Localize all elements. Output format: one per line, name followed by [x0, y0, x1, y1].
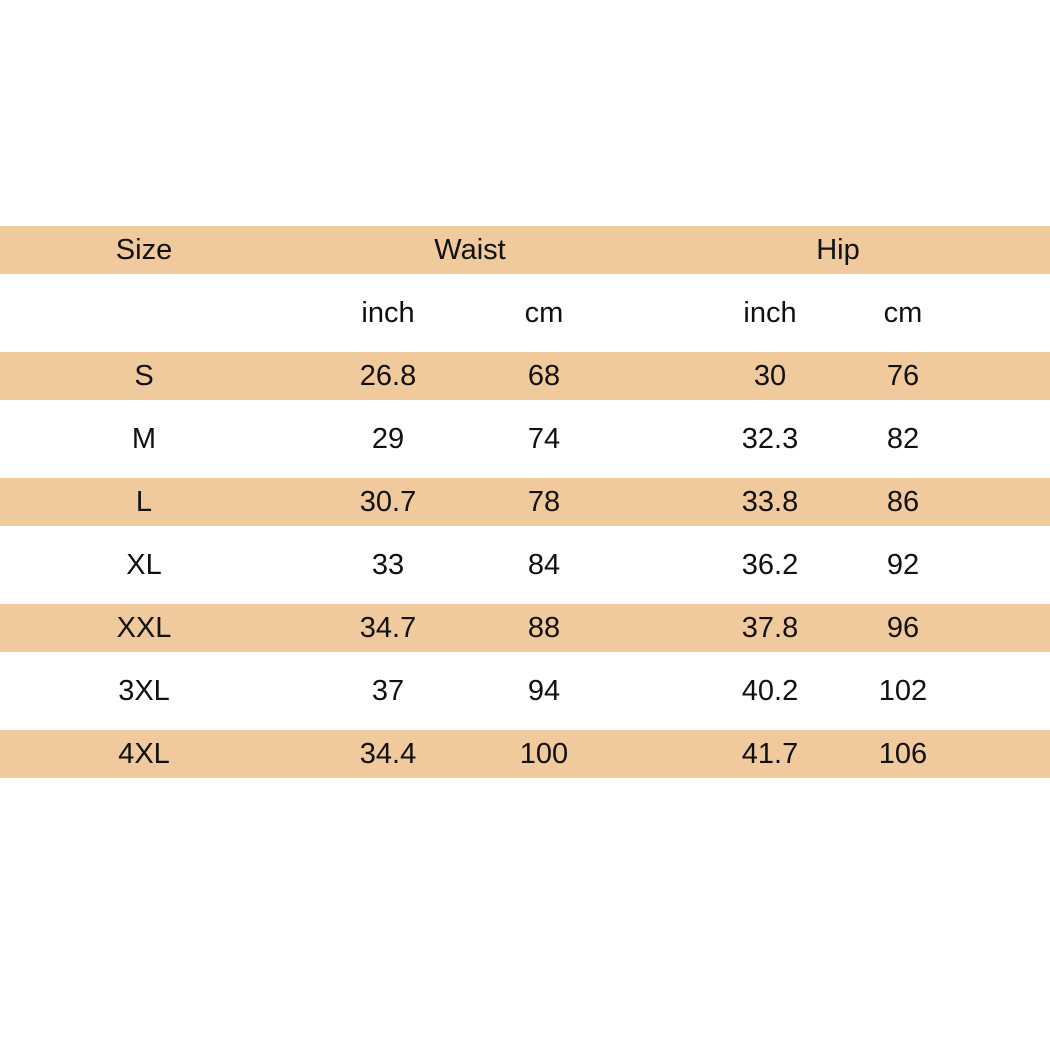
cell-waist-cm: 100 [519, 738, 569, 770]
cell-waist-cm: 78 [527, 486, 561, 518]
header-waist: Waist [434, 234, 506, 266]
subheader-row: inch cm inch cm [0, 289, 1050, 337]
cell-size: XXL [116, 612, 172, 644]
cell-waist-cm: 74 [527, 423, 561, 455]
cell-hip-cm: 96 [886, 612, 920, 644]
cell-waist-inch: 29 [371, 423, 405, 455]
cell-hip-cm: 76 [886, 360, 920, 392]
cell-waist-inch: 26.8 [359, 360, 417, 392]
table-row: M 29 74 32.3 82 [0, 415, 1050, 463]
cell-hip-inch: 36.2 [741, 549, 799, 581]
cell-hip-cm: 92 [886, 549, 920, 581]
table-row: XL 33 84 36.2 92 [0, 541, 1050, 589]
subheader-hip-cm: cm [883, 297, 923, 329]
cell-waist-inch: 34.7 [359, 612, 417, 644]
cell-waist-cm: 68 [527, 360, 561, 392]
cell-size: L [135, 486, 153, 518]
cell-size: S [134, 360, 154, 392]
cell-size: 3XL [118, 675, 170, 707]
cell-hip-inch: 41.7 [741, 738, 799, 770]
cell-waist-cm: 94 [527, 675, 561, 707]
cell-hip-cm: 106 [878, 738, 928, 770]
table-row: XXL 34.7 88 37.8 96 [0, 604, 1050, 652]
cell-size: M [131, 423, 157, 455]
header-row: Size Waist Hip [0, 226, 1050, 274]
cell-hip-inch: 32.3 [741, 423, 799, 455]
cell-hip-inch: 37.8 [741, 612, 799, 644]
subheader-waist-cm: cm [524, 297, 564, 329]
subheader-hip-inch: inch [743, 297, 797, 329]
table-row: S 26.8 68 30 76 [0, 352, 1050, 400]
table-row: 3XL 37 94 40.2 102 [0, 667, 1050, 715]
cell-waist-inch: 30.7 [359, 486, 417, 518]
cell-waist-cm: 88 [527, 612, 561, 644]
cell-hip-cm: 82 [886, 423, 920, 455]
cell-waist-cm: 84 [527, 549, 561, 581]
cell-hip-inch: 33.8 [741, 486, 799, 518]
header-size: Size [115, 234, 173, 266]
cell-waist-inch: 37 [371, 675, 405, 707]
cell-hip-cm: 86 [886, 486, 920, 518]
cell-hip-inch: 30 [753, 360, 787, 392]
table-row: L 30.7 78 33.8 86 [0, 478, 1050, 526]
cell-hip-cm: 102 [878, 675, 928, 707]
cell-size: XL [126, 549, 162, 581]
table-row: 4XL 34.4 100 41.7 106 [0, 730, 1050, 778]
header-hip: Hip [816, 234, 860, 266]
subheader-waist-inch: inch [361, 297, 415, 329]
cell-waist-inch: 33 [371, 549, 405, 581]
cell-size: 4XL [118, 738, 170, 770]
cell-hip-inch: 40.2 [741, 675, 799, 707]
cell-waist-inch: 34.4 [359, 738, 417, 770]
